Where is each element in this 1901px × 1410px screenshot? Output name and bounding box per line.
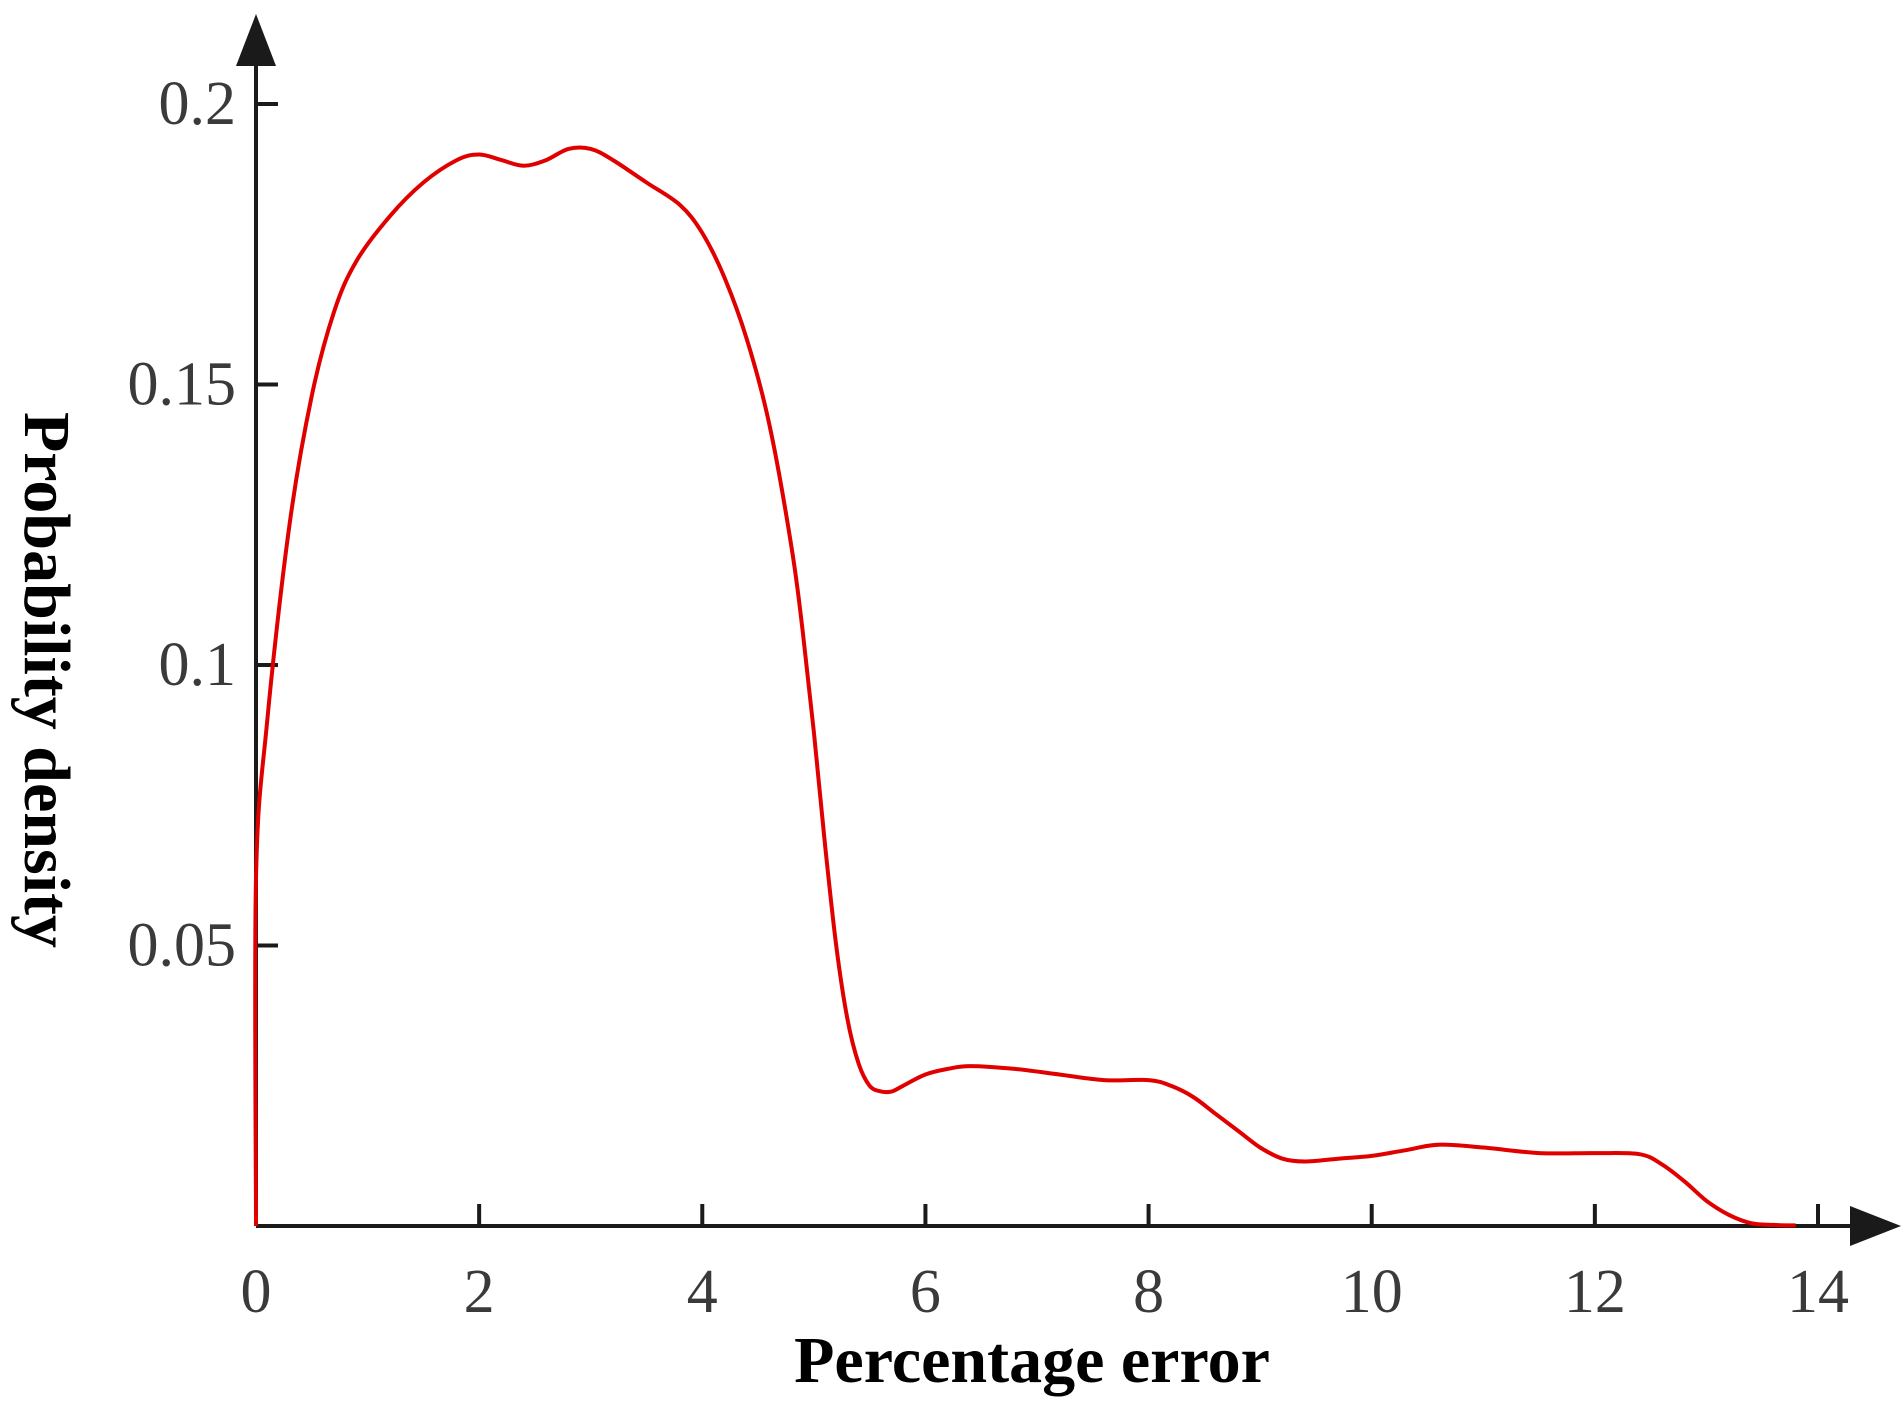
y-tick-label: 0.1 [159,631,237,699]
x-tick-label: 2 [464,1258,495,1326]
y-axis-title: Probability density [10,412,83,948]
x-tick-label: 6 [910,1258,941,1326]
x-tick-label: 0 [241,1258,272,1326]
y-tick-label: 0.2 [159,70,237,138]
series-line [253,145,1796,1228]
x-tick-label: 12 [1564,1258,1626,1326]
x-axis-title: Percentage error [794,1324,1270,1397]
y-axis-arrow-icon [236,14,276,66]
x-tick-label: 4 [687,1258,718,1326]
x-axis-ticks: 0 2 4 6 8 10 12 14 [241,1204,1849,1326]
axes [236,14,1901,1246]
x-tick-label: 8 [1133,1258,1164,1326]
y-axis-ticks: 0.05 0.1 0.15 0.2 [128,70,278,980]
x-tick-label: 10 [1341,1258,1403,1326]
x-axis-arrow-icon [1850,1206,1901,1246]
y-tick-label: 0.05 [128,912,237,980]
x-tick-label: 14 [1787,1258,1849,1326]
y-tick-label: 0.15 [128,351,237,419]
